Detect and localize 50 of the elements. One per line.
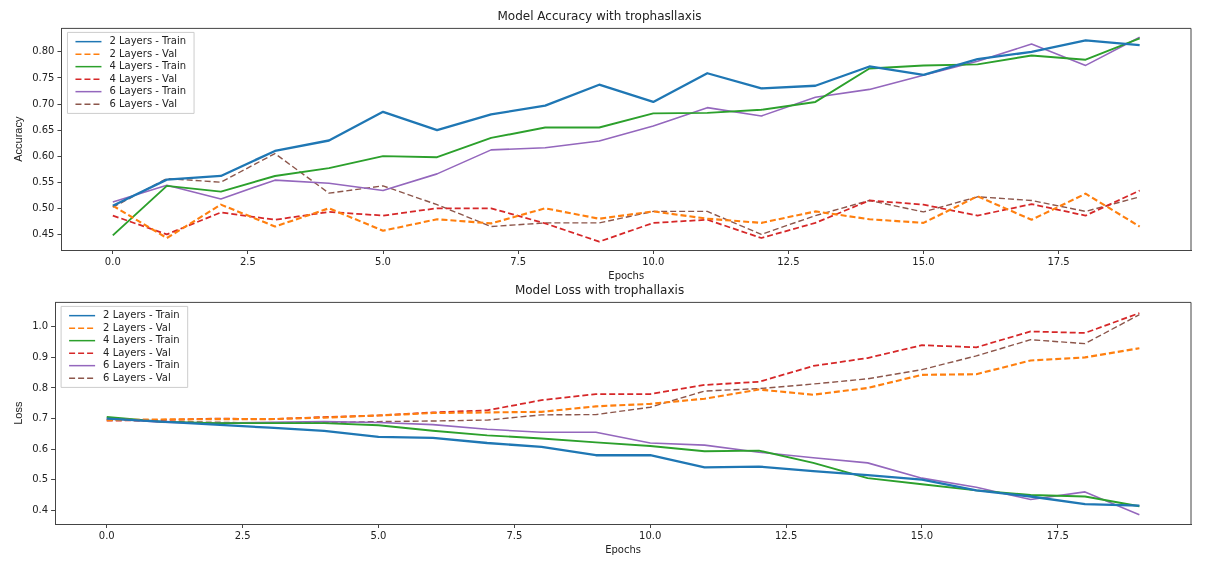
x-tick-label: 5.0 (375, 255, 391, 267)
y-axis-title: Loss (11, 401, 24, 425)
legend-label: 4 Layers - Val (109, 72, 178, 84)
x-tick-label: 17.5 (1047, 255, 1070, 267)
y-tick-label: 1.0 (32, 320, 49, 332)
legend-label: 2 Layers - Val (109, 47, 178, 59)
x-tick-label: 2.5 (234, 529, 251, 541)
y-tick-label: 0.8 (32, 381, 49, 393)
y-tick-label: 0.65 (32, 123, 55, 135)
line-series (105, 347, 1141, 422)
y-tick-label: 0.7 (32, 412, 49, 424)
y-tick-label: 0.70 (32, 97, 55, 109)
y-tick-label: 0.60 (32, 149, 55, 161)
x-tick-label: 15.0 (910, 529, 934, 541)
legend-label: 4 Layers - Train (109, 60, 187, 72)
x-tick-label: 12.5 (774, 529, 798, 541)
legend-label: 4 Layers - Val (103, 346, 171, 358)
y-tick-label: 0.9 (32, 351, 49, 363)
legend-label: 6 Layers - Val (103, 371, 171, 383)
legend-label: 6 Layers - Train (109, 85, 187, 97)
y-axis-title: Accuracy (11, 116, 24, 162)
x-tick-label: 7.5 (510, 255, 527, 267)
chart-title: Model Accuracy with trophasllaxis (497, 9, 702, 24)
x-tick-label: 2.5 (239, 255, 256, 267)
x-axis-title: Epochs (608, 269, 645, 281)
legend-label: 6 Layers - Train (103, 359, 180, 371)
legend-label: 2 Layers - Val (103, 321, 171, 333)
x-tick-label: 12.5 (777, 255, 800, 267)
legend-label: 6 Layers - Val (109, 97, 178, 109)
y-tick-label: 0.5 (32, 473, 49, 485)
x-tick-label: 10.0 (642, 255, 665, 267)
x-tick-label: 5.0 (370, 529, 387, 541)
legend-label: 2 Layers - Train (103, 309, 180, 321)
x-tick-label: 10.0 (639, 529, 662, 541)
x-axis-title: Epochs (605, 543, 641, 555)
legend-label: 4 Layers - Train (103, 334, 180, 346)
x-tick-label: 15.0 (912, 255, 935, 267)
legend-label: 2 Layers - Train (109, 35, 187, 47)
y-tick-label: 0.50 (32, 201, 55, 213)
y-tick-label: 0.4 (32, 503, 49, 515)
x-tick-label: 0.0 (104, 255, 121, 267)
y-tick-label: 0.80 (32, 45, 55, 57)
y-tick-label: 0.45 (32, 227, 55, 239)
x-tick-label: 7.5 (506, 529, 523, 541)
y-tick-label: 0.55 (32, 175, 55, 187)
x-tick-label: 17.5 (1046, 529, 1069, 541)
y-tick-label: 0.6 (32, 442, 49, 454)
y-tick-label: 0.75 (32, 71, 55, 83)
x-tick-label: 0.0 (98, 529, 115, 541)
chart-title: Model Loss with trophallaxis (514, 283, 685, 298)
